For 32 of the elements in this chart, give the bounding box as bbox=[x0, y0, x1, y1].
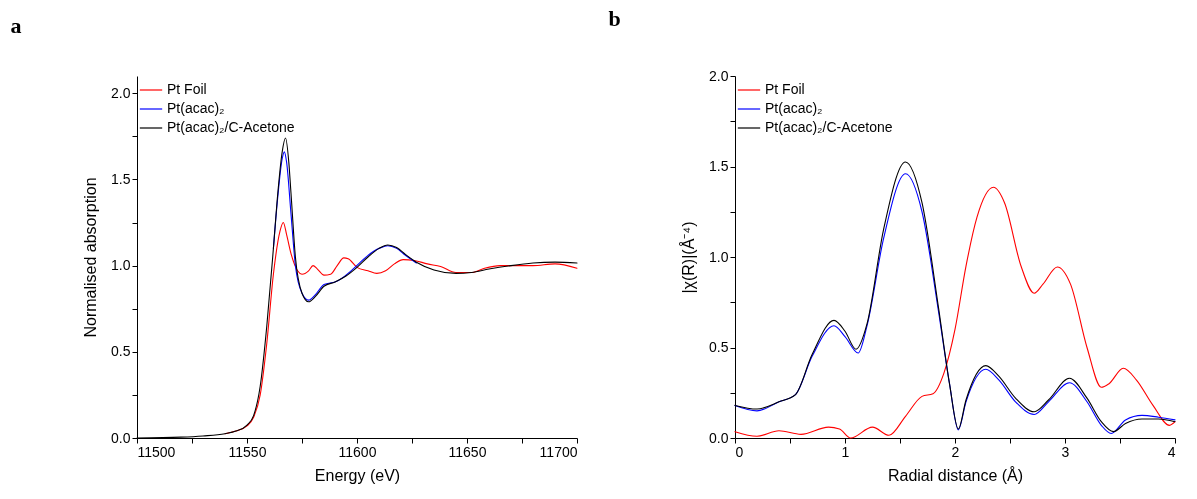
x-tick-label: 3 bbox=[1061, 443, 1070, 460]
x-axis-title: Energy (eV) bbox=[314, 466, 401, 484]
y-tick-label: 2.0 bbox=[709, 67, 729, 84]
legend-label: Pt Foil bbox=[765, 81, 805, 97]
x-tick-label: 1 bbox=[841, 443, 850, 460]
legend-label: Pt(acac)₂/C-Acetone bbox=[167, 119, 295, 135]
x-tick-label: 11550 bbox=[228, 443, 267, 460]
y-axis-title: Normalised absorption bbox=[82, 177, 100, 338]
legend-label: Pt(acac)₂ bbox=[765, 100, 823, 116]
y-axis-title: |χ(R)|(Å⁻⁴) bbox=[679, 221, 698, 294]
y-tick-label: 1.0 bbox=[709, 248, 729, 265]
x-tick-label: 11650 bbox=[448, 443, 487, 460]
legend-label: Pt(acac)₂ bbox=[167, 100, 225, 116]
y-tick-label: 0.0 bbox=[111, 429, 131, 446]
y-tick-label: 1.5 bbox=[709, 158, 729, 174]
y-tick-label: 0.5 bbox=[709, 339, 729, 355]
x-tick-label: 11500 bbox=[137, 443, 176, 460]
x-tick-label: 0 bbox=[735, 443, 744, 460]
x-axis-title: Radial distance (Å) bbox=[887, 465, 1024, 484]
x-tick-label: 2 bbox=[951, 443, 960, 460]
legend-label: Pt(acac)₂/C-Acetone bbox=[765, 119, 893, 135]
chart-title: b bbox=[608, 6, 621, 31]
y-tick-label: 1.0 bbox=[111, 257, 131, 274]
y-tick-label: 1.5 bbox=[111, 170, 131, 187]
y-tick-label: 0.0 bbox=[709, 429, 729, 446]
x-tick-label: 4 bbox=[1167, 443, 1176, 460]
chart-title: a bbox=[10, 13, 22, 38]
x-tick-label: 11700 bbox=[539, 443, 578, 460]
y-tick-label: 0.5 bbox=[111, 343, 131, 360]
x-tick-label: 11600 bbox=[338, 443, 377, 460]
legend-label: Pt Foil bbox=[167, 81, 207, 97]
y-tick-label: 2.0 bbox=[111, 84, 131, 101]
